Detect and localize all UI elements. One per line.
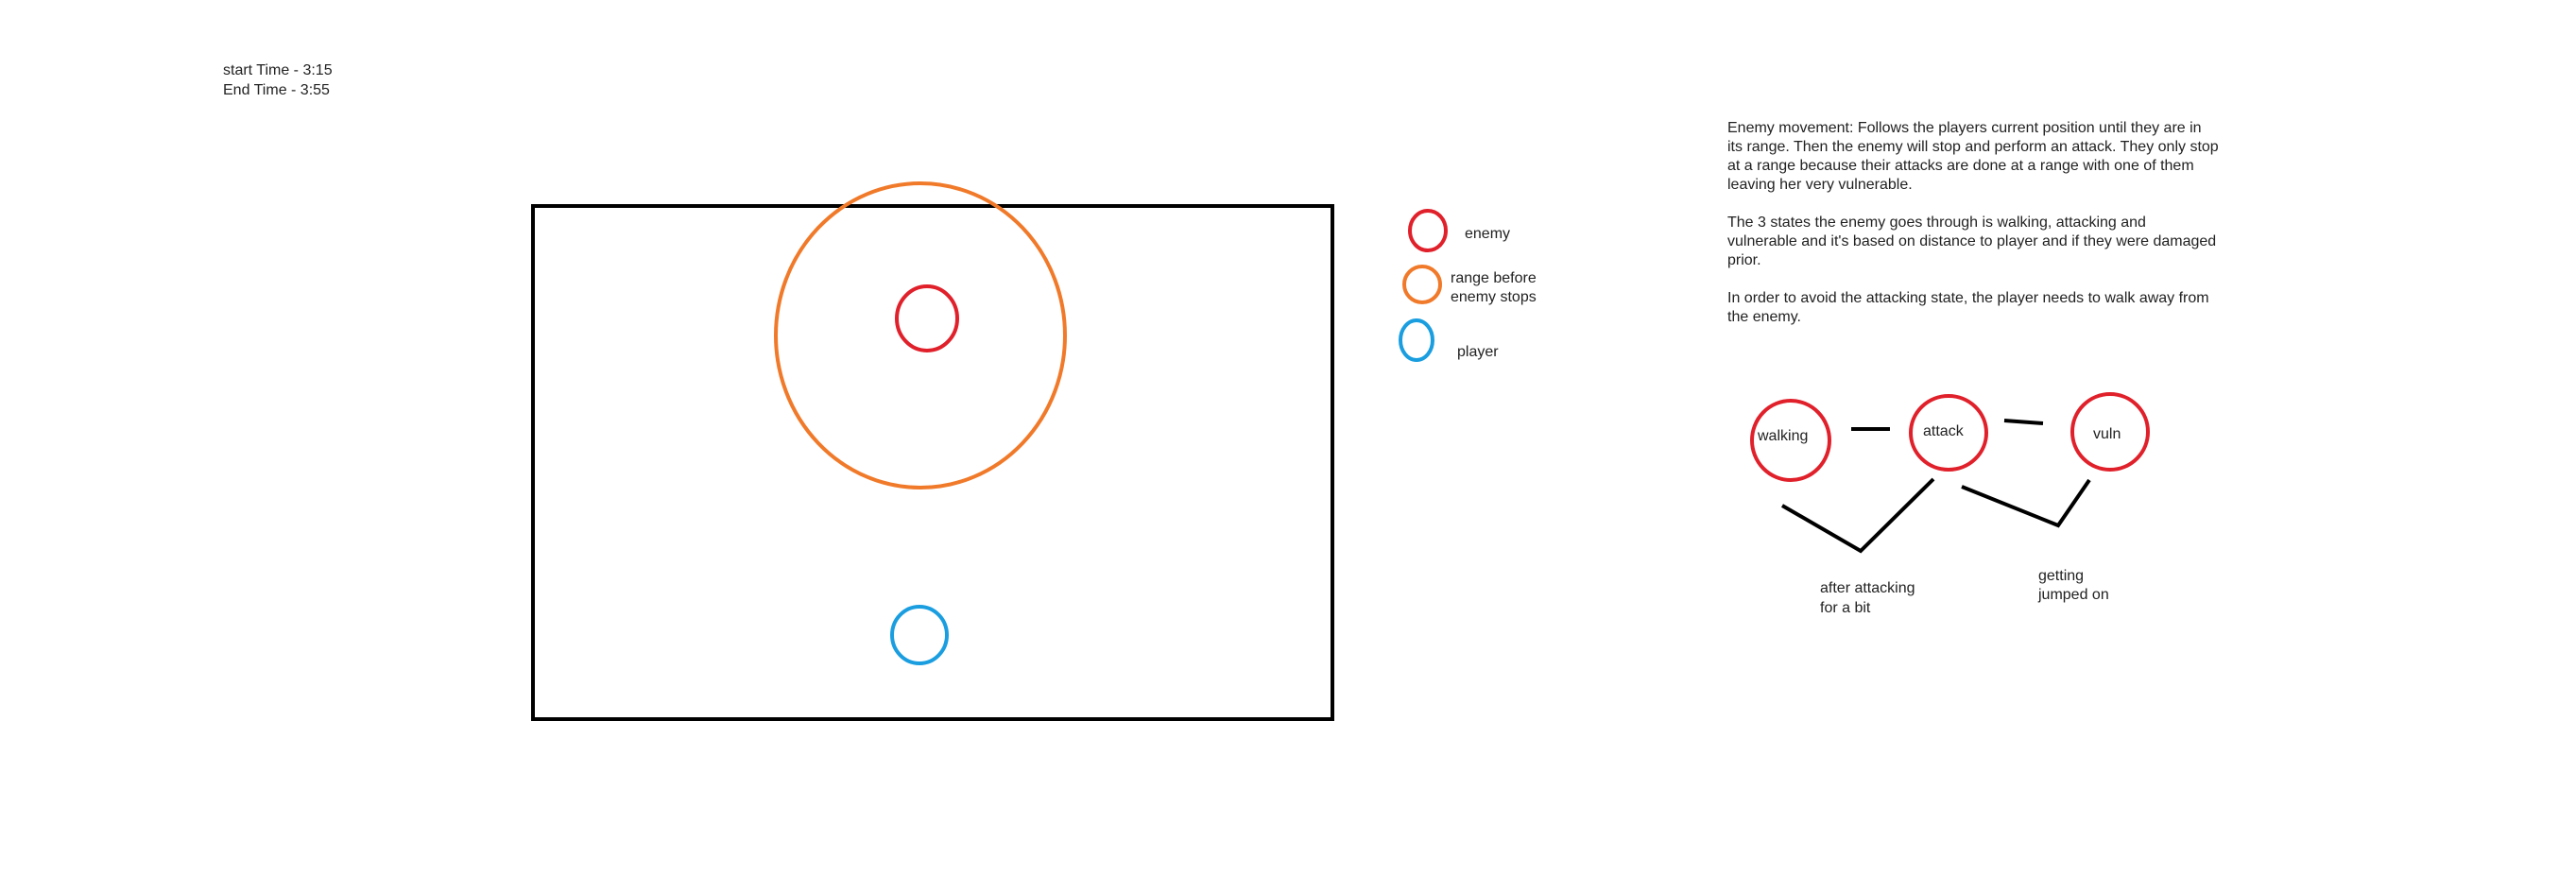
notes-paragraph-states: The 3 states the enemy goes through is w…: [1727, 215, 2217, 268]
end-time: End Time - 3:55: [223, 82, 330, 98]
transition1-label-line2: for a bit: [1820, 600, 1871, 616]
transition2-label-line2: jumped on: [2038, 587, 2109, 603]
notes-paragraph-avoid: In order to avoid the attacking state, t…: [1727, 290, 2209, 325]
legend-player-label: player: [1457, 344, 1499, 360]
state-vuln-label: vuln: [2093, 426, 2121, 442]
state-vuln-node: [2070, 392, 2150, 472]
enemy-range-circle: [774, 181, 1067, 490]
legend-range-label-line2: enemy stops: [1451, 289, 1537, 305]
legend-player-icon: [1399, 318, 1434, 362]
player-circle: [890, 605, 949, 665]
transition1-label-line1: after attacking: [1820, 580, 1915, 596]
state-attack-label: attack: [1923, 423, 1964, 439]
legend-enemy-label: enemy: [1465, 226, 1511, 242]
start-time: start Time - 3:15: [223, 62, 333, 78]
state-walking-node: [1750, 399, 1831, 482]
legend-range-label-line1: range before: [1451, 270, 1537, 286]
transition2-label-line1: getting: [2038, 568, 2085, 584]
legend-range-icon: [1402, 265, 1442, 304]
transition-attack-to-walking: [1780, 477, 1935, 554]
transition-attack-to-vuln: [1961, 478, 2091, 528]
notes-paragraph-movement: Enemy movement: Follows the players curr…: [1727, 120, 2219, 193]
state-attack-node: [1909, 394, 1988, 472]
notes-block: Enemy movement: Follows the players curr…: [1727, 119, 2219, 346]
state-walking-label: walking: [1758, 428, 1809, 444]
legend-enemy-icon: [1408, 209, 1448, 252]
arena-border: [531, 204, 1334, 721]
attack-vuln-connector: [2003, 419, 2044, 425]
enemy-circle: [895, 284, 959, 352]
